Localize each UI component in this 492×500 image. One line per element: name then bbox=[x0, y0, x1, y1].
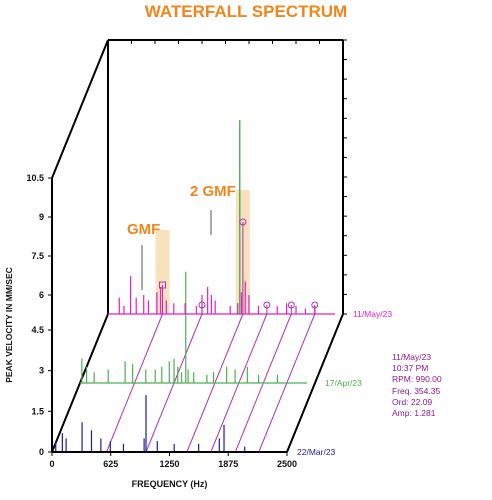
readout-time: 10:37 PM bbox=[392, 363, 429, 374]
cursor-readout: 11/May/23 10:37 PM RPM: 990.00 Freq. 354… bbox=[392, 352, 442, 419]
x-tick-label: 625 bbox=[103, 459, 118, 469]
back-y-tick-label: 6 bbox=[39, 290, 44, 300]
depth-edge-bottom-right bbox=[286, 313, 344, 453]
readout-date: 11/May/23 bbox=[392, 352, 432, 362]
chart-title: WATERFALL SPECTRUM bbox=[144, 2, 348, 21]
front-y-tick-label: 3 bbox=[39, 366, 44, 376]
series-17-Apr-23: 17/Apr/23 bbox=[80, 271, 362, 388]
x-tick-label: 2500 bbox=[277, 459, 297, 469]
back-y-tick-label: 9 bbox=[39, 212, 44, 222]
series-label: 22/Mar/23 bbox=[297, 447, 336, 457]
annotation-label: 2 GMF bbox=[190, 183, 236, 200]
depth-edge-top bbox=[51, 39, 109, 179]
harmonic-marker bbox=[263, 301, 271, 309]
gmf-band bbox=[155, 230, 170, 314]
back-y-tick-label: 10.5 bbox=[26, 173, 44, 183]
harmonic-marker bbox=[287, 301, 295, 309]
readout-rpm: RPM: 990.00 bbox=[392, 374, 442, 385]
front-y-tick-label: 1.5 bbox=[31, 406, 44, 416]
harmonic-marker bbox=[198, 301, 206, 309]
readout-amp: Amp: 1.281 bbox=[392, 408, 436, 419]
harmonic-marker bbox=[311, 301, 319, 309]
series-label: 17/Apr/23 bbox=[325, 378, 362, 388]
back-y-tick-label: 7.5 bbox=[31, 251, 44, 261]
front-y-tick-label: 0 bbox=[39, 447, 44, 457]
cursor-marker bbox=[159, 281, 167, 289]
x-axis-label: FREQUENCY (Hz) bbox=[132, 479, 208, 489]
front-y-tick-label: 4.5 bbox=[31, 325, 44, 335]
x-tick-label: 1250 bbox=[159, 459, 179, 469]
x-tick-label: 1875 bbox=[218, 459, 238, 469]
series-11-May-23: 11/May/23 bbox=[108, 276, 392, 319]
readout-freq: Freq. 354.35 bbox=[392, 385, 441, 396]
harmonic-marker bbox=[239, 218, 247, 226]
y-axis-label: PEAK VELOCITY IN MM/SEC bbox=[4, 267, 14, 383]
series-22-Mar-23: 22/Mar/23 bbox=[52, 395, 336, 457]
series-label: 11/May/23 bbox=[353, 309, 392, 319]
x-tick-label: 0 bbox=[49, 459, 54, 469]
annotation-label: GMF bbox=[127, 221, 160, 238]
readout-order: Ord: 22.09 bbox=[392, 396, 433, 407]
